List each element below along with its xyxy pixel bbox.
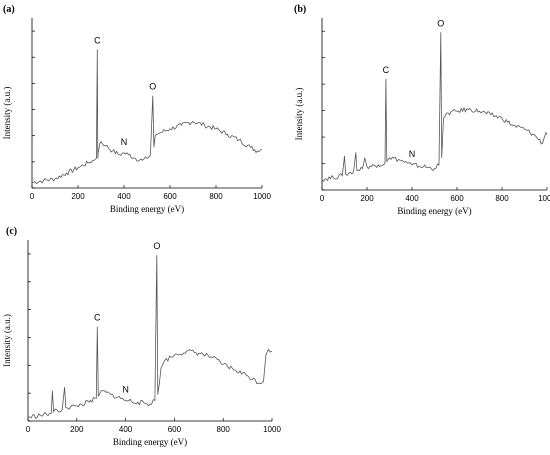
x-tick-label-c-1: 200	[70, 425, 84, 434]
xps-panel-a: (a) 0 200 400 600 800 1000 Binding energy (eV) I…	[0, 0, 271, 222]
panel-label-b: (b)	[294, 4, 306, 15]
peak-label-c-b: C	[383, 65, 390, 75]
x-tick-label-a-5: 1000	[253, 192, 271, 201]
spectrum-line-b	[321, 32, 548, 183]
panel-label-c: (c)	[6, 226, 17, 237]
x-tick-label-c-5: 1000	[263, 425, 281, 434]
xps-chart-b: (b) 0 200 400 600 800 1000 Binding energy (eV) I…	[294, 4, 550, 216]
peak-label-o-c: O	[153, 241, 160, 251]
x-tick-label-a-3: 600	[163, 192, 177, 201]
x-tick-label-a-2: 400	[117, 192, 131, 201]
spectrum-line-c	[27, 255, 273, 419]
peak-label-o-b: O	[437, 18, 444, 28]
x-axis-title-a: Binding energy (eV)	[110, 204, 184, 214]
spectrum-line-a	[31, 49, 263, 185]
xps-chart-a: (a) 0 200 400 600 800 1000 Binding energy (eV) I…	[2, 4, 271, 214]
x-tick-label-c-3: 600	[168, 425, 182, 434]
x-tick-label-a-4: 800	[209, 192, 223, 201]
xps-panel-b: (b) 0 200 400 600 800 1000 Binding energy (eV) I…	[292, 0, 550, 222]
x-tick-label-b-0: 0	[320, 194, 325, 203]
peak-label-n-c: N	[122, 384, 129, 394]
x-tick-label-b-2: 400	[405, 194, 419, 203]
x-tick-label-a-0: 0	[30, 192, 35, 201]
peak-label-n-b: N	[409, 149, 416, 159]
x-tick-label-c-2: 400	[119, 425, 133, 434]
x-tick-label-c-4: 800	[217, 425, 231, 434]
x-tick-label-b-4: 800	[495, 194, 509, 203]
x-tick-label-c-0: 0	[26, 425, 31, 434]
x-tick-label-b-1: 200	[360, 194, 374, 203]
xps-panel-c: (c) 0 200 400 600 800 1000 Binding energy (eV) I…	[0, 222, 281, 455]
peak-label-n-a: N	[121, 137, 128, 147]
x-tick-label-a-1: 200	[71, 192, 85, 201]
y-axis-title-c: Intensity (a.u.)	[2, 314, 12, 367]
x-tick-label-b-5: 1000	[538, 194, 550, 203]
y-axis-title-b: Intensity (a.u.)	[294, 88, 304, 141]
peak-label-c-a: C	[94, 35, 101, 45]
peak-label-o-a: O	[149, 82, 156, 92]
x-axis-title-b: Binding energy (eV)	[397, 206, 471, 216]
panel-label-a: (a)	[3, 4, 15, 15]
x-axis-title-c: Binding energy (eV)	[113, 437, 187, 447]
xps-chart-c: (c) 0 200 400 600 800 1000 Binding energy (eV) I…	[2, 226, 281, 447]
y-axis-title-a: Intensity (a.u.)	[2, 87, 12, 140]
x-tick-label-b-3: 600	[450, 194, 464, 203]
peak-label-c-c: C	[94, 313, 101, 323]
